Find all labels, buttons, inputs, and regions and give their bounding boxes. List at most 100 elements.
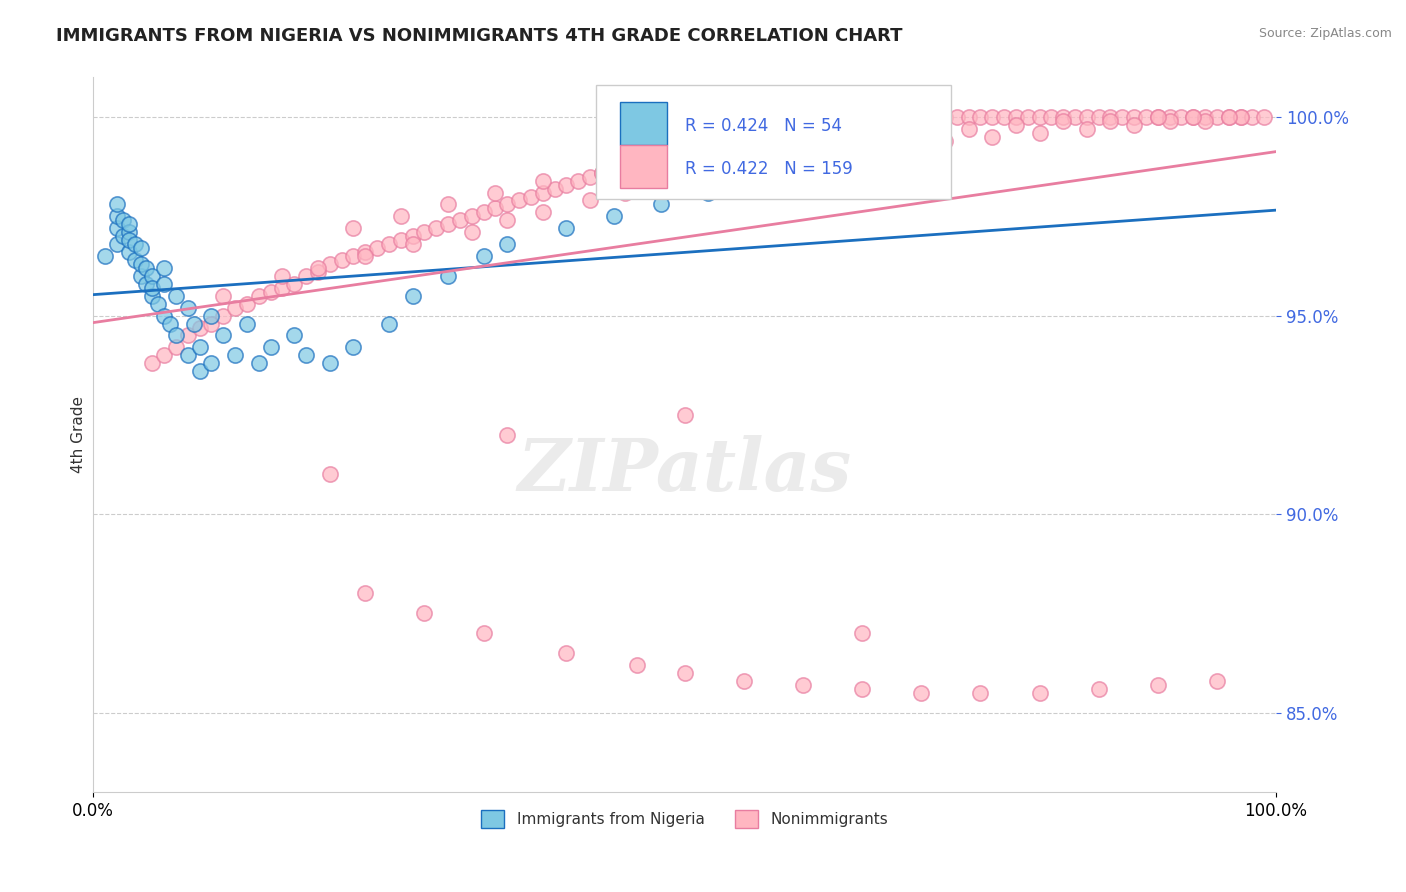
Point — [851, 626, 873, 640]
Point — [437, 217, 460, 231]
Point — [721, 130, 744, 145]
Point — [437, 197, 460, 211]
Point — [650, 197, 672, 211]
Point — [283, 328, 305, 343]
Point — [1028, 110, 1050, 124]
Text: ZIPatlas: ZIPatlas — [517, 435, 852, 506]
Point — [135, 277, 157, 291]
Point — [141, 356, 163, 370]
Point — [744, 126, 766, 140]
Point — [200, 356, 222, 370]
Point — [863, 130, 886, 145]
Point — [437, 268, 460, 283]
Point — [733, 145, 755, 160]
Text: R = 0.424   N = 54: R = 0.424 N = 54 — [685, 117, 842, 135]
Point — [1017, 110, 1039, 124]
Point — [1218, 110, 1240, 124]
Point — [118, 245, 141, 260]
Point — [1028, 686, 1050, 700]
Point — [484, 186, 506, 200]
Point — [307, 260, 329, 275]
Point — [247, 356, 270, 370]
Point — [555, 178, 578, 192]
Point — [697, 169, 720, 184]
Point — [212, 309, 235, 323]
Point — [579, 194, 602, 208]
Point — [224, 301, 246, 315]
Point — [1146, 678, 1168, 692]
Point — [1206, 110, 1229, 124]
Point — [662, 142, 685, 156]
Point — [969, 110, 991, 124]
Point — [792, 678, 814, 692]
Point — [153, 260, 176, 275]
Y-axis label: 4th Grade: 4th Grade — [72, 396, 86, 473]
Point — [1194, 110, 1216, 124]
Point — [993, 110, 1015, 124]
Point — [1040, 110, 1063, 124]
Point — [508, 194, 530, 208]
Point — [1052, 110, 1074, 124]
Point — [1146, 110, 1168, 124]
Point — [531, 174, 554, 188]
Point — [1182, 110, 1205, 124]
Point — [815, 134, 838, 148]
Point — [236, 317, 259, 331]
Point — [461, 225, 484, 239]
Point — [520, 189, 543, 203]
Point — [768, 158, 790, 172]
Text: IMMIGRANTS FROM NIGERIA VS NONIMMIGRANTS 4TH GRADE CORRELATION CHART: IMMIGRANTS FROM NIGERIA VS NONIMMIGRANTS… — [56, 27, 903, 45]
Point — [591, 166, 613, 180]
Point — [1005, 118, 1028, 132]
Point — [389, 233, 412, 247]
Point — [1052, 114, 1074, 128]
Point — [472, 626, 495, 640]
Point — [957, 122, 980, 136]
Point — [922, 110, 945, 124]
Point — [1111, 110, 1133, 124]
Point — [135, 260, 157, 275]
Point — [319, 257, 342, 271]
Point — [124, 237, 146, 252]
Point — [851, 681, 873, 696]
Point — [1253, 110, 1275, 124]
Point — [815, 118, 838, 132]
Point — [118, 233, 141, 247]
Point — [981, 110, 1004, 124]
Point — [981, 130, 1004, 145]
Point — [354, 245, 377, 260]
Point — [236, 296, 259, 310]
Point — [118, 217, 141, 231]
Point — [1241, 110, 1264, 124]
Text: R = 0.422   N = 159: R = 0.422 N = 159 — [685, 160, 852, 178]
Point — [366, 241, 388, 255]
Point — [330, 253, 353, 268]
Point — [910, 686, 932, 700]
Point — [602, 161, 624, 176]
Point — [111, 213, 134, 227]
Point — [425, 221, 447, 235]
Point — [94, 249, 117, 263]
Legend: Immigrants from Nigeria, Nonimmigrants: Immigrants from Nigeria, Nonimmigrants — [475, 804, 894, 834]
Point — [461, 210, 484, 224]
Point — [141, 289, 163, 303]
Point — [413, 225, 436, 239]
Point — [614, 158, 637, 172]
Point — [1076, 122, 1098, 136]
Point — [1099, 114, 1122, 128]
Point — [1135, 110, 1157, 124]
FancyBboxPatch shape — [596, 85, 950, 199]
Text: Source: ZipAtlas.com: Source: ZipAtlas.com — [1258, 27, 1392, 40]
Point — [105, 197, 128, 211]
Bar — [620, 145, 666, 188]
Point — [957, 110, 980, 124]
Point — [898, 110, 921, 124]
Point — [650, 178, 672, 192]
Point — [851, 114, 873, 128]
Point — [1123, 118, 1146, 132]
Point — [709, 134, 731, 148]
Point — [591, 166, 613, 180]
Point — [271, 281, 294, 295]
Point — [105, 210, 128, 224]
Point — [1229, 110, 1251, 124]
